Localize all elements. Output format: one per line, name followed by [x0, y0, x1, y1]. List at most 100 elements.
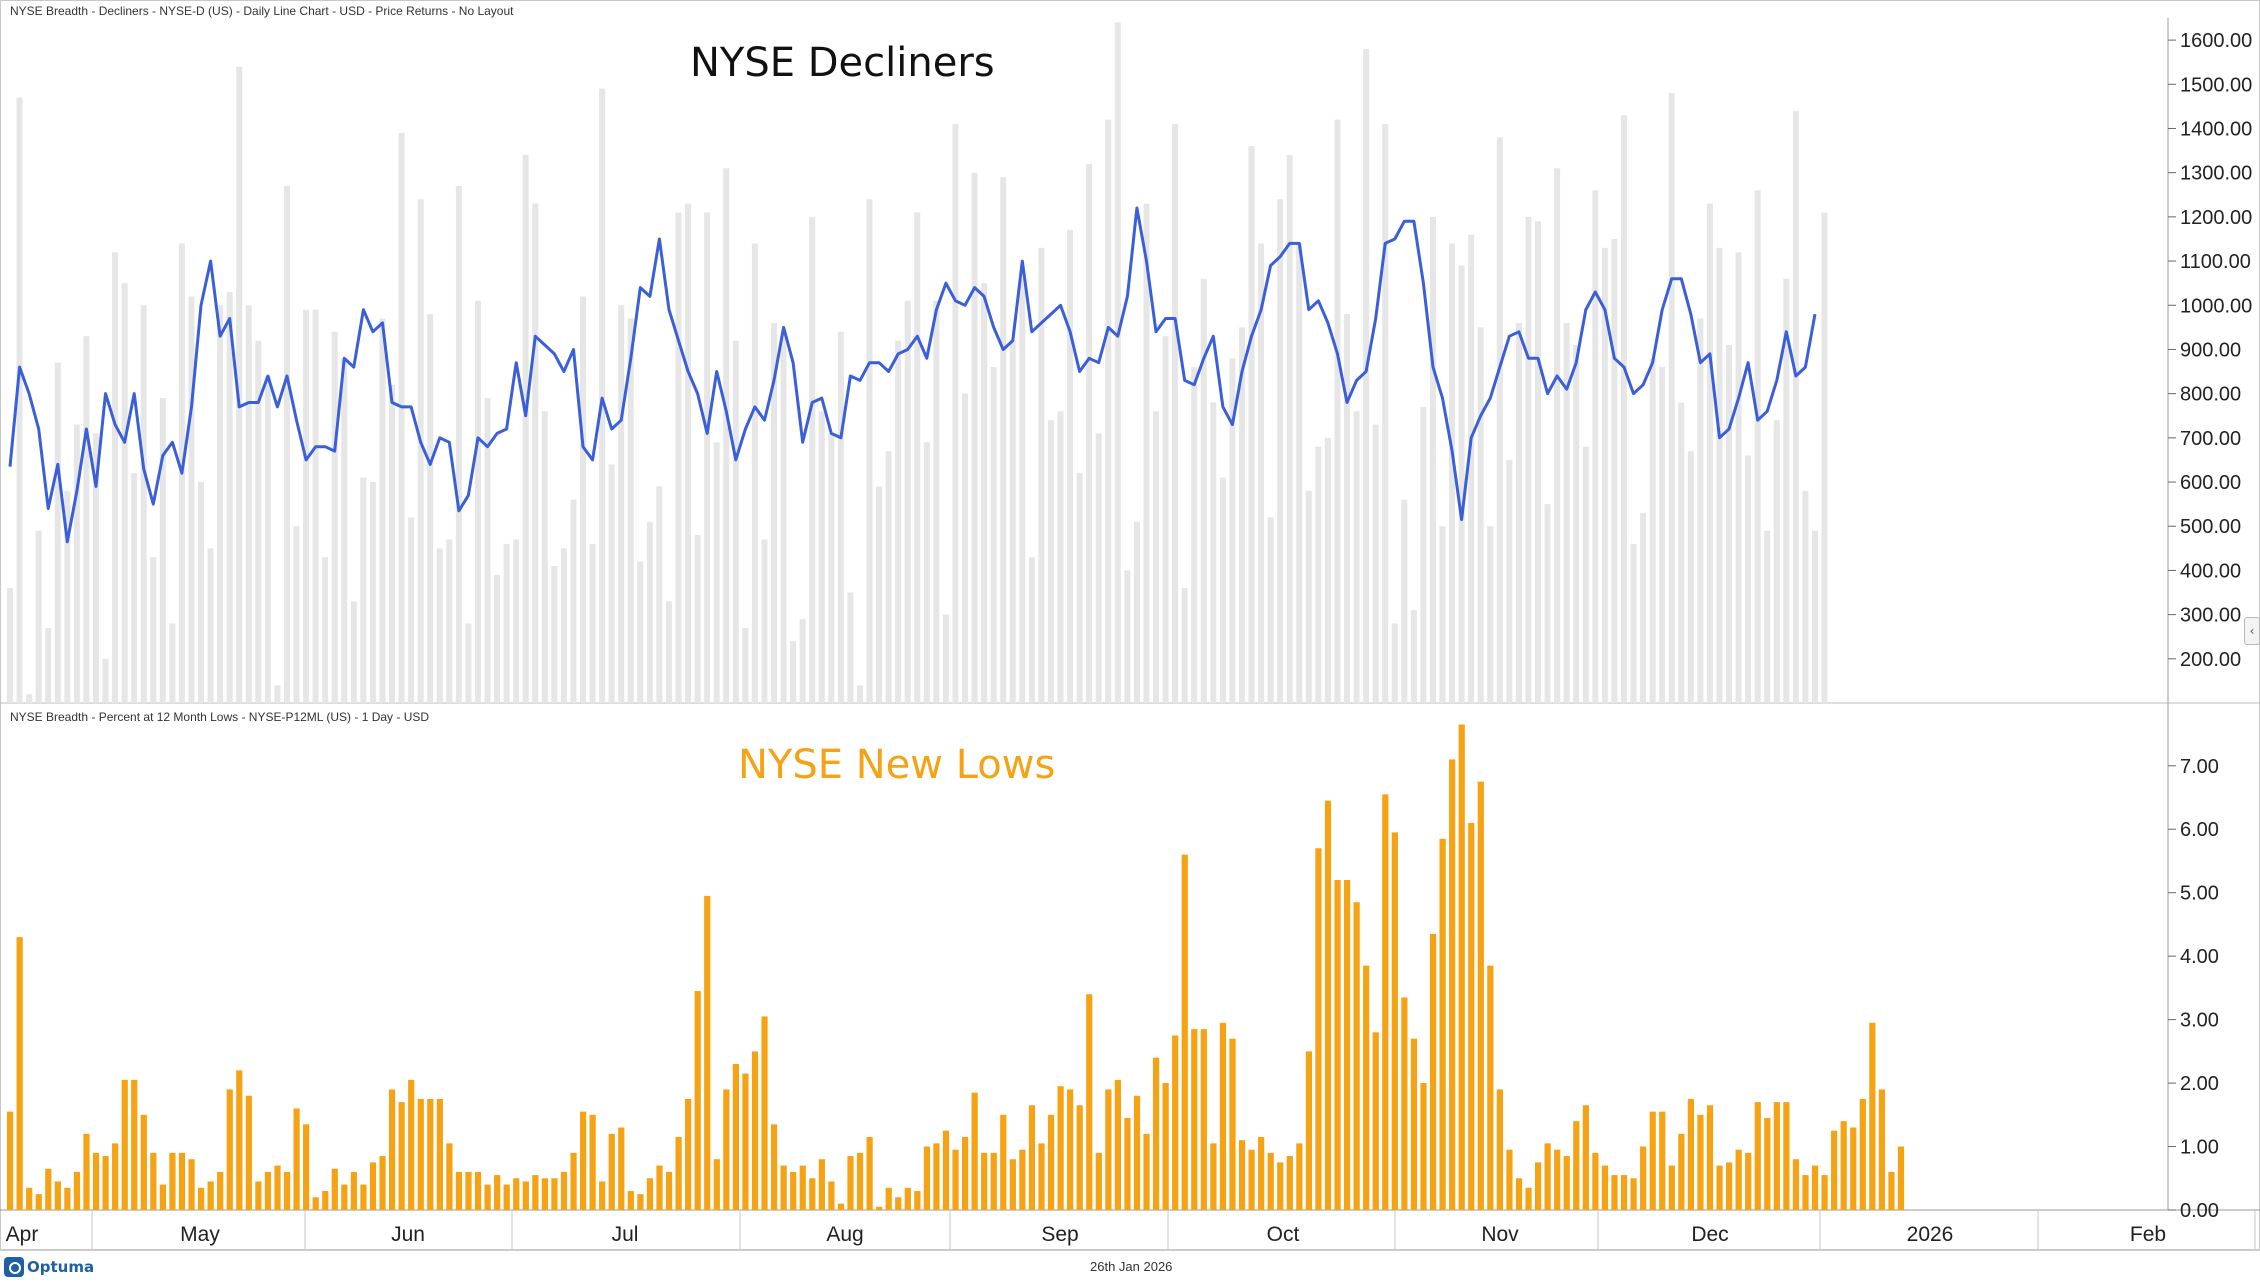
decliners-bar [1210, 402, 1217, 703]
decliners-bar [26, 694, 33, 703]
decliners-bar [1143, 203, 1150, 703]
new-lows-bar [1067, 1089, 1074, 1210]
new-lows-bar [1630, 1178, 1637, 1210]
decliners-bar [207, 548, 214, 703]
new-lows-bar [83, 1133, 90, 1210]
decliners-bar [1038, 247, 1045, 703]
decliners-bar [627, 318, 634, 703]
decliners-bar [1592, 190, 1599, 703]
decliners-bar [675, 212, 682, 704]
new-lows-bar [64, 1187, 71, 1210]
decliners-bar [570, 499, 577, 703]
new-lows-bar [780, 1165, 787, 1210]
new-lows-bar [1601, 1165, 1609, 1210]
new-lows-bar [580, 1111, 587, 1210]
new-lows-bar [102, 1156, 109, 1210]
decliners-bar [1238, 327, 1245, 703]
decliners-bar [322, 557, 329, 703]
new-lows-bar [923, 1146, 930, 1210]
decliners-bar [551, 566, 558, 703]
new-lows-bar [608, 1133, 615, 1210]
decliners-bar [1315, 446, 1322, 703]
decliners-bar [1086, 163, 1093, 703]
new-lows-bar [694, 991, 701, 1210]
decliners-bar [1496, 137, 1503, 704]
decliners-bar [1133, 521, 1140, 703]
footer-date: 26th Jan 2026 [1090, 1259, 1173, 1274]
new-lows-bar [1859, 1098, 1866, 1210]
new-lows-bar [1420, 1083, 1427, 1210]
decliners-bar [350, 601, 357, 703]
decliners-bar [1439, 526, 1446, 703]
new-lows-bar [1811, 1165, 1819, 1210]
y-tick-label: 200.00 [2180, 649, 2241, 671]
new-lows-bar [188, 1159, 195, 1210]
collapse-panel-button[interactable]: ‹ [2244, 617, 2260, 645]
new-lows-bar [245, 1095, 252, 1210]
new-lows-bar [1334, 880, 1341, 1210]
new-lows-bar [1573, 1121, 1580, 1210]
new-lows-bar [742, 1073, 749, 1210]
new-lows-bar [360, 1184, 367, 1210]
new-lows-bar [771, 1124, 778, 1210]
new-lows-bar [503, 1184, 510, 1210]
new-lows-bar [331, 1168, 338, 1210]
new-lows-bar [1716, 1165, 1723, 1210]
y-tick-label: 1300.00 [2180, 163, 2252, 185]
decliners-bar [1382, 124, 1389, 703]
decliners-bar [1162, 336, 1169, 703]
decliners-bar [1764, 530, 1771, 703]
new-lows-bar [1525, 1187, 1532, 1210]
decliners-bar [981, 283, 988, 703]
decliners-bar [73, 424, 80, 703]
decliners-bar [522, 155, 529, 703]
new-lows-bar [1611, 1175, 1618, 1210]
new-lows-bar [1668, 1165, 1675, 1210]
decliners-bar [474, 300, 481, 703]
decliners-bar [1410, 610, 1417, 703]
x-tick-label: Jun [391, 1223, 425, 1246]
new-lows-bar [1802, 1175, 1809, 1210]
new-lows-bar [1076, 1105, 1083, 1210]
decliners-bar [952, 124, 959, 703]
decliners-bar [1687, 451, 1694, 703]
decliners-bar [1401, 499, 1408, 703]
decliners-bar [465, 623, 472, 703]
decliners-bar [1811, 530, 1818, 703]
new-lows-bar [1105, 1089, 1112, 1210]
decliners-bar [1477, 327, 1484, 703]
new-lows-bar [570, 1152, 577, 1210]
decliners-bar [541, 411, 548, 703]
optuma-logo-text: Optuma [27, 1258, 95, 1276]
decliners-bar [1535, 221, 1541, 703]
new-lows-bar [866, 1137, 873, 1210]
decliners-bar [1286, 155, 1293, 703]
decliners-bar [1458, 265, 1465, 703]
decliners-bar [1200, 278, 1207, 703]
decliners-bar [446, 539, 453, 703]
new-lows-bar [971, 1092, 978, 1210]
decliners-bar [713, 442, 720, 703]
decliners-bar [1468, 234, 1475, 703]
new-lows-bar [159, 1184, 166, 1210]
new-lows-bar [723, 1089, 730, 1210]
new-lows-bar [169, 1152, 176, 1210]
new-lows-bar [1324, 800, 1332, 1210]
new-lows-bar [1028, 1105, 1036, 1210]
decliners-bar [723, 168, 730, 704]
decliners-bar [102, 658, 109, 703]
decliners-bar [1124, 570, 1131, 703]
decliners-bar [1363, 48, 1370, 703]
new-lows-bar [809, 1178, 816, 1210]
new-lows-bar [341, 1184, 348, 1210]
new-lows-bar [1554, 1149, 1561, 1210]
new-lows-bar [1353, 902, 1360, 1210]
new-lows-bar [140, 1114, 147, 1210]
decliners-bar [35, 530, 42, 703]
decliners-bar [618, 305, 625, 703]
y-tick-label: 1500.00 [2180, 74, 2252, 96]
new-lows-bar [7, 1111, 14, 1210]
new-lows-bar [532, 1175, 539, 1210]
decliners-bar [1114, 22, 1121, 703]
